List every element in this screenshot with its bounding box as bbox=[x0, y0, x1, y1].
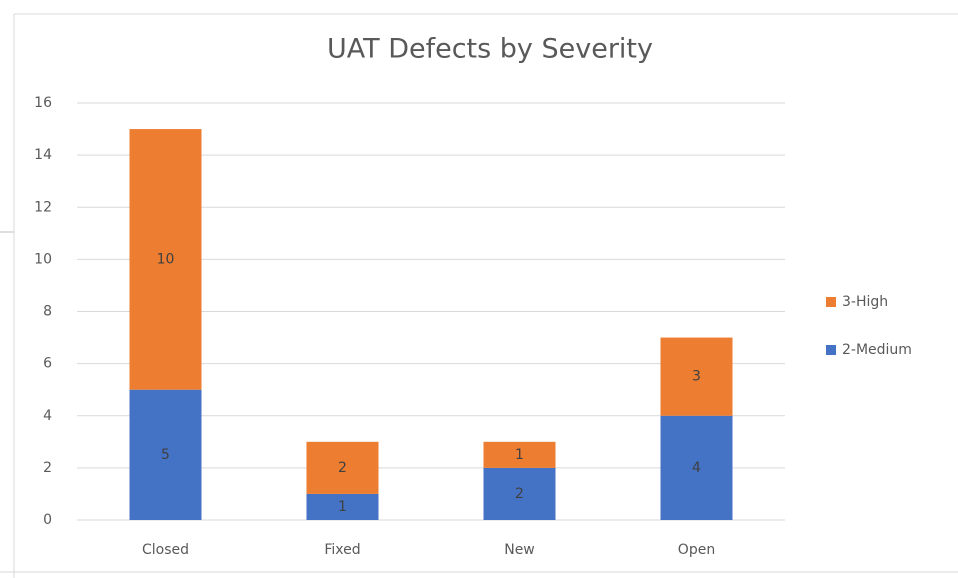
legend-swatch bbox=[826, 297, 836, 307]
bar-segment bbox=[306, 441, 379, 494]
data-label: 4 bbox=[692, 460, 701, 476]
x-tick-label: New bbox=[504, 542, 535, 558]
bar-segment bbox=[129, 389, 202, 520]
data-label: 1 bbox=[338, 499, 347, 515]
data-label: 5 bbox=[161, 447, 170, 463]
bar-segment bbox=[483, 441, 556, 468]
bar-segment bbox=[660, 337, 733, 416]
y-tick-label: 14 bbox=[34, 147, 52, 163]
y-tick-label: 10 bbox=[34, 251, 52, 267]
data-label: 2 bbox=[338, 460, 347, 476]
y-tick-label: 8 bbox=[43, 304, 52, 320]
y-tick-label: 12 bbox=[34, 199, 52, 215]
y-tick-label: 4 bbox=[43, 408, 52, 424]
y-tick-label: 2 bbox=[43, 460, 52, 476]
x-tick-label: Fixed bbox=[324, 542, 360, 558]
data-label: 2 bbox=[515, 486, 524, 502]
bar-segment bbox=[306, 493, 379, 520]
data-label: 10 bbox=[157, 251, 175, 267]
chart-title: UAT Defects by Severity bbox=[327, 34, 653, 65]
legend-label: 2-Medium bbox=[842, 342, 912, 358]
bar-segment bbox=[129, 129, 202, 390]
y-tick-label: 0 bbox=[43, 512, 52, 528]
bar-segment bbox=[483, 467, 556, 520]
legend-label: 3-High bbox=[842, 294, 888, 310]
data-label: 3 bbox=[692, 369, 701, 385]
legend-swatch bbox=[826, 345, 836, 355]
y-tick-label: 6 bbox=[43, 356, 52, 372]
data-label: 1 bbox=[515, 447, 524, 463]
x-tick-label: Open bbox=[678, 542, 715, 558]
x-tick-label: Closed bbox=[142, 542, 189, 558]
y-tick-label: 16 bbox=[34, 95, 52, 111]
bar-segment bbox=[660, 415, 733, 520]
